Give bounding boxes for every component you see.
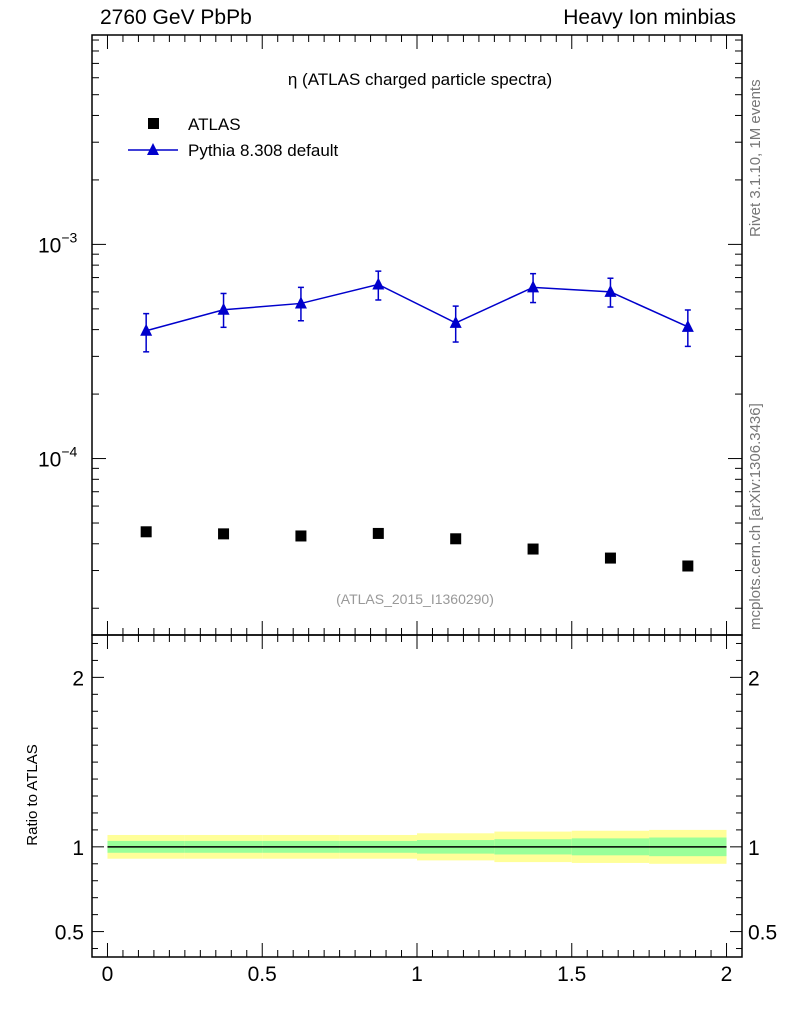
pythia-point — [527, 280, 540, 293]
xtick-label: 1.5 — [557, 963, 586, 986]
legend-atlas-marker — [148, 118, 159, 129]
main-panel: 10−3 10−4 ATLAS Pythia 8.308 default — [38, 34, 743, 636]
ratio-frame — [91, 634, 743, 958]
pythia-point — [449, 315, 462, 328]
pythia-line — [145, 283, 689, 332]
ratio-ytick-label-right: 1 — [748, 837, 760, 860]
run-type-label: Heavy Ion minbias — [563, 6, 736, 29]
xtick-label: 0.5 — [248, 963, 277, 986]
ytick-label: 10−4 — [38, 444, 78, 472]
atlas-point — [372, 527, 384, 539]
ratio-ytick-label-left: 1 — [72, 837, 84, 860]
ratio-panel: 0.5 0.5 1 1 2 2 0 0.5 1 1.5 2 — [55, 634, 777, 986]
atlas-point — [450, 533, 462, 545]
pythia-point — [681, 319, 694, 332]
pythia-point — [294, 296, 307, 309]
ratio-ylabel: Ratio to ATLAS — [24, 744, 41, 845]
atlas-point — [140, 526, 152, 538]
analysis-watermark: (ATLAS_2015_I1360290) — [336, 591, 494, 607]
xtick-label: 1 — [411, 963, 423, 986]
xtick-label: 0 — [102, 963, 114, 986]
ratio-ytick-label-left: 0.5 — [55, 922, 84, 945]
xtick-label: 2 — [721, 963, 733, 986]
legend-atlas-label: ATLAS — [188, 115, 241, 134]
pythia-point — [140, 323, 153, 336]
atlas-point — [218, 528, 230, 540]
legend-pythia-label: Pythia 8.308 default — [188, 141, 339, 160]
atlas-point — [604, 552, 616, 564]
ratio-ytick-label-right: 0.5 — [748, 922, 777, 945]
pythia-point — [217, 302, 230, 315]
pythia-point — [372, 277, 385, 290]
atlas-point — [527, 543, 539, 555]
ratio-ytick-label-right: 2 — [748, 667, 760, 690]
legend-pythia-marker — [147, 143, 159, 155]
collision-label: 2760 GeV PbPb — [100, 6, 252, 29]
ratio-ytick-label-left: 2 — [72, 667, 84, 690]
pythia-point — [604, 284, 617, 297]
chart-title: η (ATLAS charged particle spectra) — [288, 70, 552, 89]
ytick-label: 10−3 — [38, 229, 78, 257]
atlas-point — [682, 560, 694, 572]
atlas-point — [295, 530, 307, 542]
